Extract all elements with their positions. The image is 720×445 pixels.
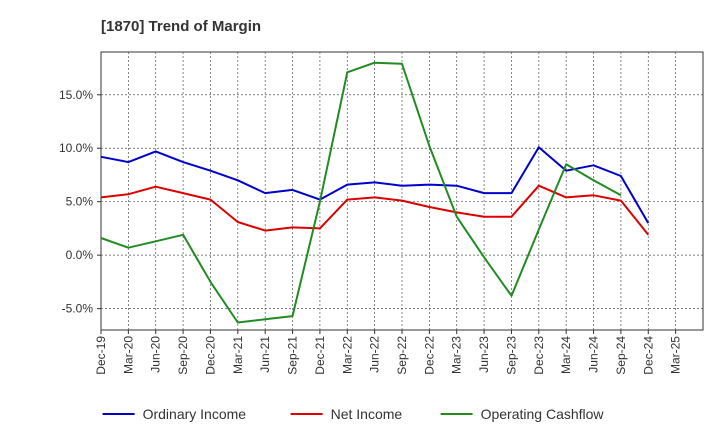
series-line-net-income [100, 184, 650, 236]
y-tick-label: 10.0% [59, 141, 93, 155]
series-lines [100, 61, 650, 324]
x-axis-ticks: Dec-19 Mar-20 Jun-20 Sep-20 Dec-20 Mar-21 Jun-… [94, 330, 683, 375]
x-tick-label: Jun-23 [477, 336, 491, 373]
series-line-operating-cashflow [100, 61, 622, 324]
legend: Ordinary Income Net Income Operating Cashf… [102, 406, 605, 422]
x-tick-label: Sep-22 [395, 336, 409, 375]
x-tick-label: Dec-21 [313, 336, 327, 375]
x-tick-label: Mar-21 [231, 336, 245, 374]
x-tick-label: Jun-20 [149, 336, 163, 373]
x-tick-label: Mar-23 [450, 336, 464, 374]
x-tick-label: Sep-20 [176, 336, 190, 375]
legend-label-operating-cashflow: Operating Cashflow [481, 406, 605, 422]
y-tick-label: -5.0% [62, 302, 94, 316]
x-tick-label: Mar-24 [559, 336, 573, 374]
x-tick-label: Dec-22 [422, 336, 436, 375]
x-tick-label: Jun-21 [258, 336, 272, 373]
x-tick-label: Mar-25 [669, 336, 683, 374]
y-tick-label: 5.0% [66, 195, 94, 209]
legend-label-ordinary-income: Ordinary Income [143, 406, 247, 422]
x-tick-label: Sep-23 [504, 336, 518, 375]
legend-label-net-income: Net Income [331, 406, 403, 422]
x-tick-label: Dec-24 [641, 336, 655, 375]
chart-title: [1870] Trend of Margin [101, 18, 261, 35]
x-tick-label: Dec-20 [203, 336, 217, 375]
x-tick-label: Sep-21 [286, 336, 300, 375]
x-tick-label: Jun-24 [587, 336, 601, 373]
plot-area [100, 51, 704, 331]
x-tick-label: Mar-20 [121, 336, 135, 374]
x-tick-label: Jun-22 [368, 336, 382, 373]
grid-lines [101, 52, 703, 330]
x-tick-label: Sep-24 [614, 336, 628, 375]
x-tick-label: Mar-22 [340, 336, 354, 374]
y-axis-ticks: -5.0% 0.0% 5.0% 10.0% 15.0% [59, 88, 101, 316]
y-tick-label: 0.0% [66, 248, 94, 262]
x-tick-label: Dec-23 [532, 336, 546, 375]
y-tick-label: 15.0% [59, 88, 93, 102]
series-line-ordinary-income [100, 146, 650, 224]
x-tick-label: Dec-19 [94, 336, 108, 375]
